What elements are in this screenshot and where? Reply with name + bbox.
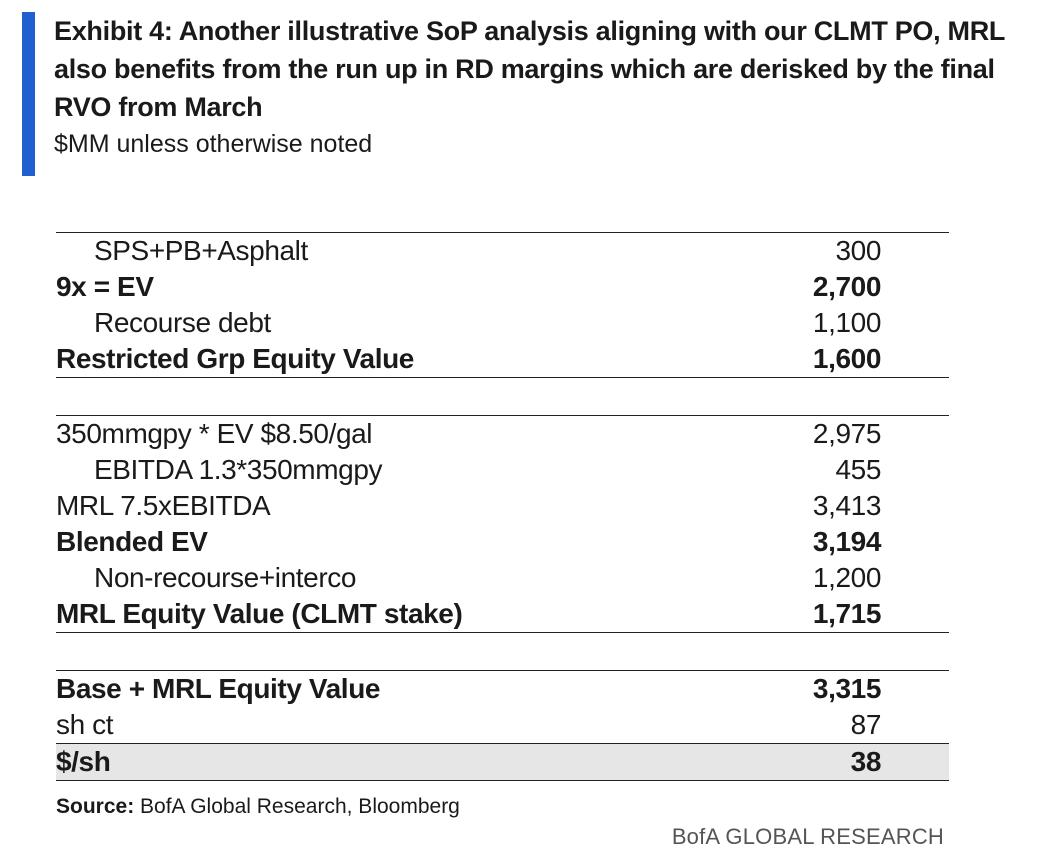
row-label: Restricted Grp Equity Value <box>56 343 414 374</box>
exhibit-subtitle: $MM unless otherwise noted <box>54 130 373 158</box>
table-row-total: MRL Equity Value (CLMT stake) 1,715 <box>56 596 949 633</box>
exhibit-title: Exhibit 4: Another illustrative SoP anal… <box>54 16 1005 122</box>
table-row: EBITDA 1.3*350mmgpy 455 <box>56 452 949 488</box>
accent-bar <box>22 12 35 176</box>
table-row: sh ct 87 <box>56 707 949 743</box>
row-value: 1,600 <box>812 343 881 374</box>
row-value: 3,194 <box>812 526 881 557</box>
source-label: Source: <box>56 795 135 818</box>
row-label: SPS+PB+Asphalt <box>94 235 308 266</box>
row-value: 2,975 <box>812 418 881 449</box>
row-value: 1,715 <box>812 598 881 629</box>
row-label: Base + MRL Equity Value <box>56 673 381 704</box>
row-value: 38 <box>850 746 882 777</box>
row-value: 300 <box>835 235 881 266</box>
row-label: Non-recourse+interco <box>94 562 357 593</box>
table-row: MRL 7.5xEBITDA 3,413 <box>56 488 949 524</box>
row-label: EBITDA 1.3*350mmgpy <box>94 454 383 485</box>
row-value: 1,200 <box>812 562 881 593</box>
table-row-total: Restricted Grp Equity Value 1,600 <box>56 341 949 378</box>
row-value: 87 <box>850 709 882 740</box>
table-row: 350mmgpy * EV $8.50/gal 2,975 <box>56 415 949 452</box>
row-spacer <box>56 633 949 670</box>
table-row: Recourse debt 1,100 <box>56 305 949 341</box>
table-row: Blended EV 3,194 <box>56 524 949 560</box>
table-row-result: $/sh 38 <box>56 743 949 781</box>
row-value: 455 <box>835 454 881 485</box>
row-label: 350mmgpy * EV $8.50/gal <box>56 418 373 449</box>
row-label: $/sh <box>56 746 111 777</box>
row-value: 1,100 <box>812 307 881 338</box>
row-value: 3,315 <box>812 673 881 704</box>
exhibit-header: Exhibit 4: Another illustrative SoP anal… <box>54 12 1014 160</box>
row-label: MRL Equity Value (CLMT stake) <box>56 598 463 629</box>
row-spacer <box>56 378 949 415</box>
source-text: BofA Global Research, Bloomberg <box>134 795 460 818</box>
row-value: 2,700 <box>812 271 881 302</box>
table-row: SPS+PB+Asphalt 300 <box>56 232 949 269</box>
source-note: Source: BofA Global Research, Bloomberg <box>56 795 460 819</box>
row-label: Blended EV <box>56 526 208 557</box>
row-value: 3,413 <box>812 490 881 521</box>
table-row: Non-recourse+interco 1,200 <box>56 560 949 596</box>
row-label: MRL 7.5xEBITDA <box>56 490 271 521</box>
row-label: Recourse debt <box>94 307 271 338</box>
table-row: Base + MRL Equity Value 3,315 <box>56 670 949 707</box>
sop-table: SPS+PB+Asphalt 300 9x = EV 2,700 Recours… <box>56 232 949 781</box>
row-label: sh ct <box>56 709 114 740</box>
row-label: 9x = EV <box>56 271 154 302</box>
table-row: 9x = EV 2,700 <box>56 269 949 305</box>
brand-footer: BofA GLOBAL RESEARCH <box>671 824 944 849</box>
